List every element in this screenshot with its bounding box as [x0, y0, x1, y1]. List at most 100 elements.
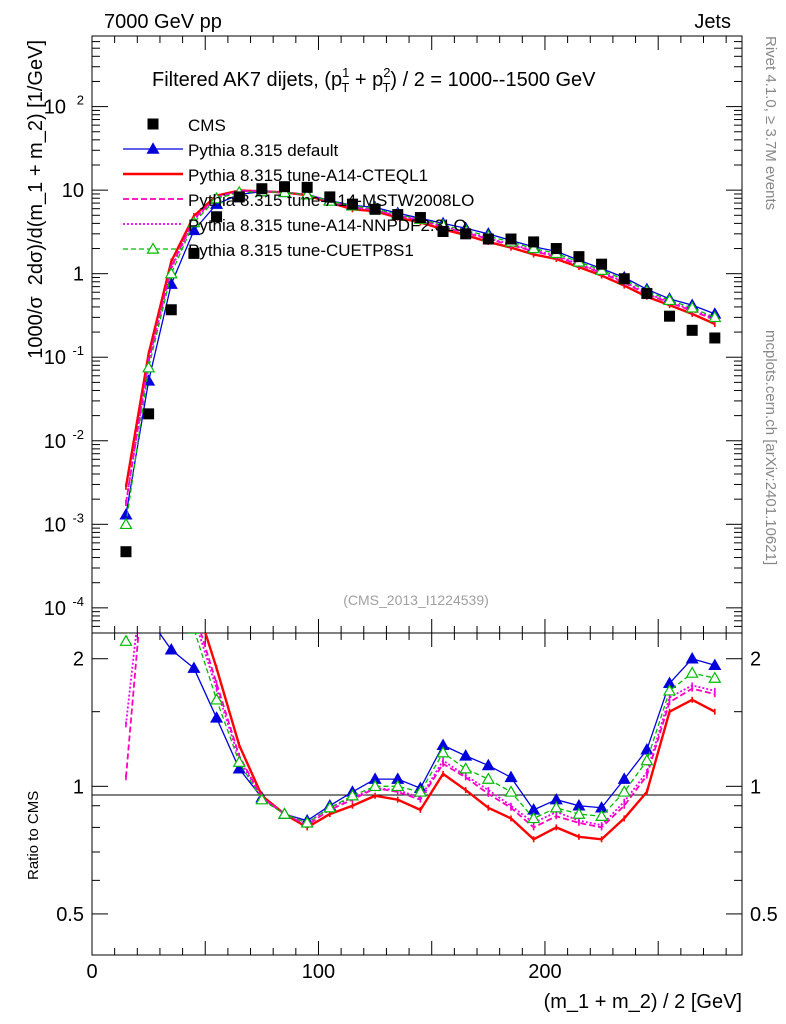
- ratio-marker-0: [685, 652, 699, 664]
- series-marker-4: [210, 191, 224, 204]
- series-marker-4: [119, 517, 133, 530]
- y-tick-label: 10: [62, 180, 84, 202]
- ratio-marker-0: [459, 749, 473, 761]
- series-marker-4: [662, 293, 677, 306]
- cms-point: [233, 191, 245, 203]
- ratio-marker-4: [232, 755, 246, 767]
- series-line-3: [125, 190, 716, 504]
- cms-point: [211, 211, 223, 223]
- legend-label: Pythia 8.315 tune-A14-MSTW2008LO: [188, 191, 474, 210]
- x-tick-label: 200: [528, 961, 561, 983]
- ratio-marker-4: [662, 684, 677, 696]
- legend: CMS Pythia 8.315 default Pythia 8.315 tune…: [123, 116, 474, 260]
- ratio-marker-4: [368, 779, 382, 792]
- cms-point: [686, 324, 698, 336]
- legend-item: Pythia 8.315 tune-A14-MSTW2008LO: [123, 191, 474, 210]
- legend-item: Pythia 8.315 tune-CUETP8S1: [123, 241, 414, 260]
- cms-point: [505, 233, 517, 245]
- cms-point: [482, 233, 494, 245]
- series-line-4: [125, 190, 716, 525]
- series-marker-4: [527, 241, 541, 254]
- ratio-marker-4: [277, 807, 292, 819]
- cms-point: [143, 408, 155, 420]
- y-tick-label: 10: [44, 514, 66, 536]
- series-marker-4: [708, 310, 722, 323]
- cms-point: [709, 332, 721, 344]
- ratio-marker-4: [323, 801, 337, 813]
- y-tick-label-exponent: -4: [72, 594, 84, 609]
- legend-swatch-cms: [147, 118, 159, 130]
- analysis-id: (CMS_2013_I1224539): [343, 592, 489, 608]
- x-tick-label: 0: [86, 961, 97, 983]
- ratio-tick-label: 1: [73, 776, 84, 798]
- ratio-marker-4: [210, 693, 224, 705]
- series-marker-4: [187, 215, 201, 228]
- ratio-marker-4: [549, 801, 563, 813]
- cms-point: [618, 273, 630, 285]
- ratio-marker-4: [166, 585, 177, 595]
- cms-point: [120, 546, 132, 558]
- y-tick-label: 1: [73, 264, 84, 286]
- ratio-marker-0: [708, 658, 722, 671]
- legend-item: CMS: [147, 116, 226, 135]
- ratio-marker-0: [120, 585, 131, 595]
- ratio-y-axis-label: Ratio to CMS: [25, 791, 42, 880]
- ratio-marker-0: [504, 770, 518, 783]
- ratio-panel: 0 100 200 0.5 0.5 1 1 2 2: [56, 585, 778, 983]
- cms-point: [641, 287, 653, 299]
- ratio-marker-4: [640, 753, 654, 766]
- y-tick-label: 10: [44, 97, 66, 119]
- cms-point: [528, 236, 540, 248]
- chart-title: Filtered AK7 dijets, (p1 T + p2 T) / 2 = 1…: [152, 65, 596, 95]
- cms-point: [369, 203, 381, 215]
- legend-label: Pythia 8.315 tune-CUETP8S1: [188, 241, 414, 260]
- ratio-marker-0: [640, 743, 654, 755]
- legend-swatch-marker: [146, 142, 160, 154]
- ratio-marker-4: [685, 666, 699, 678]
- cms-point: [346, 198, 358, 210]
- main-curves: [119, 184, 722, 530]
- side-rivet-label: Rivet 4.1.0, ≥ 3.7M events: [762, 36, 779, 210]
- ratio-curves: [119, 585, 722, 843]
- ratio-marker-4: [527, 811, 541, 824]
- y-axis-label: 1000/σ 2dσ)/d(m_1 + m_2) [1/GeV]: [25, 40, 47, 359]
- legend-item: Pythia 8.315 tune-A14-NNPDF2.3LO: [123, 216, 467, 235]
- ratio-marker-4: [504, 785, 518, 797]
- ratio-marker-4: [572, 807, 586, 819]
- ratio-frame: [91, 632, 743, 956]
- series-marker-4: [164, 266, 178, 279]
- cms-point: [188, 247, 200, 259]
- ratio-axis-ticks: 0 100 200 0.5 0.5 1 1 2 2: [56, 633, 778, 983]
- legend-swatch-marker: [146, 242, 160, 254]
- ratio-tick-label-right: 1: [750, 776, 761, 798]
- cms-points: [120, 181, 721, 558]
- ratio-marker-4: [481, 772, 495, 784]
- ratio-marker-4: [300, 816, 314, 828]
- ratio-line-4: [125, 633, 715, 824]
- cms-point: [392, 209, 404, 221]
- side-mcplots-label: mcplots.cern.ch [arXiv:2401.10621]: [762, 330, 779, 565]
- ratio-tick-label-right: 0.5: [750, 904, 778, 926]
- ratio-marker-4: [708, 671, 722, 683]
- y-tick-label-exponent: -2: [72, 427, 84, 442]
- ratio-marker-0: [143, 612, 154, 622]
- cms-point: [460, 228, 472, 240]
- ratio-marker-0: [232, 762, 246, 774]
- ratio-tick-label: 2: [73, 649, 84, 671]
- cms-point: [596, 258, 608, 270]
- ratio-marker-0: [617, 772, 631, 784]
- ratio-marker-4: [436, 746, 450, 758]
- y-tick-label: 10: [44, 598, 66, 620]
- x-axis-label: (m_1 + m_2) / 2 [GeV]: [544, 991, 742, 1013]
- ratio-marker-0: [210, 711, 224, 723]
- y-tick-label-exponent: 2: [77, 93, 84, 108]
- cms-point: [279, 181, 291, 193]
- cms-point: [301, 181, 313, 193]
- y-tick-label-exponent: -1: [72, 343, 84, 358]
- main-axis-ticks: 10 -4 10 -3 10 -2 10 -1 1 10 10 2: [44, 36, 742, 633]
- series-marker-4: [300, 188, 314, 200]
- ratio-marker-4: [459, 762, 473, 774]
- legend-label: CMS: [188, 116, 226, 135]
- process-label: Jets: [694, 11, 731, 33]
